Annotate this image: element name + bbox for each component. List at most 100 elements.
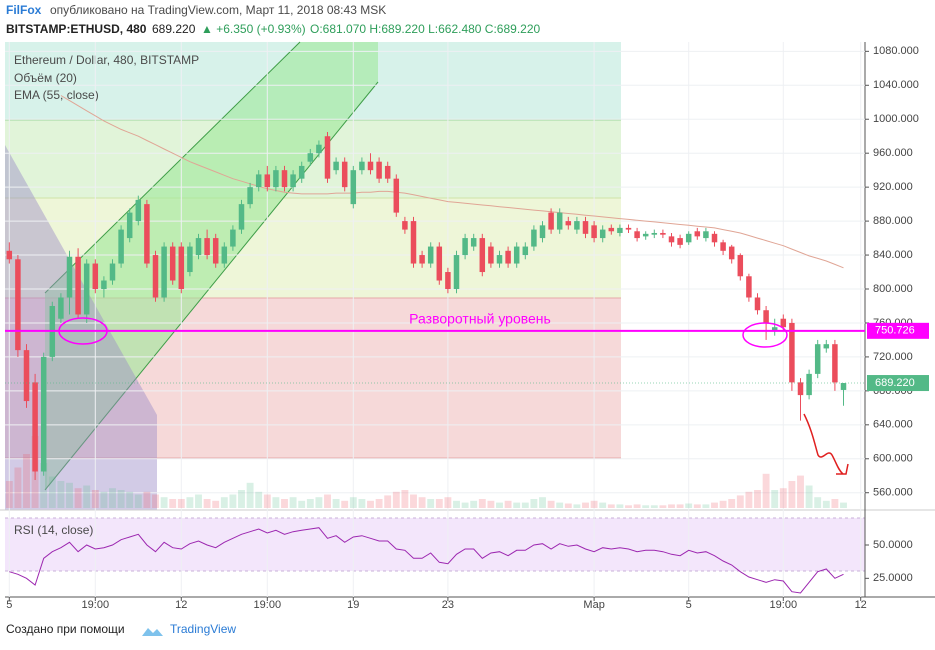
author[interactable]: FilFox [6,3,42,17]
volume-bar [607,504,615,508]
volume-bar [315,497,323,508]
candle-body [694,231,701,237]
volume-bar [298,500,306,508]
y-tick-label: 720.000 [873,351,913,363]
volume-bar [341,500,349,508]
x-tick-label: 23 [442,599,454,611]
channel-line [44,81,379,491]
y-tick-label: 880.000 [873,215,913,227]
volume-bar [392,491,400,508]
volume-bar [255,491,263,508]
candle-body [548,212,554,230]
x-tick-label: 19:00 [254,599,282,611]
candle-body [513,246,520,264]
candle-body [823,344,830,349]
volume-bar [530,499,538,508]
candle-body [840,383,847,390]
candle-body [273,170,279,188]
candle-body [470,238,477,247]
volume-bar [281,499,288,508]
candle-body [144,204,150,264]
candle-body [66,256,73,298]
volume-bar [633,504,641,508]
footer-brand[interactable]: TradingView [170,622,236,636]
candle-body [75,256,81,315]
candle-body [92,263,99,290]
candle-body [531,229,537,247]
volume-bar [676,504,684,508]
volume-bar [822,500,830,508]
candle-body [307,153,314,162]
candle-body [230,229,236,247]
candle-body [617,227,623,233]
rsi-tick-label: 25.0000 [873,572,913,584]
y-tick-label: 920.000 [873,181,913,193]
volume-bar [573,504,581,508]
volume-bar [693,504,701,508]
x-tick-label: Мар [583,599,605,611]
candle-body [806,373,812,396]
candle-body [668,236,675,243]
ema-line [60,95,844,269]
candle-body [384,165,391,179]
last-price-tag [867,375,929,392]
candle-body [161,246,167,298]
volume-bar [539,497,546,508]
volume-bar [642,505,650,508]
rsi-tick-label: 50.0000 [873,539,913,551]
candle-body [522,246,529,256]
volume-bar [556,502,564,508]
candle-body [376,161,382,179]
volume-bar [160,497,168,508]
volume-bar [418,497,426,508]
y-tick-label: 600.000 [873,453,913,465]
x-tick-label: 19 [347,599,359,611]
volume-bar [263,494,271,508]
volume-bar [797,475,804,508]
candle-body [780,318,787,328]
legend-title: Ethereum / Dollar, 480, BITSTAMP [14,53,199,67]
candle-body [556,212,563,230]
volume-bar [23,454,30,508]
channel [45,42,378,490]
volume-bar [375,499,383,508]
volume-bar [401,490,409,508]
candle-body [126,212,133,239]
y-tick-label: 800.000 [873,283,913,295]
volume-bar [504,500,512,508]
candle-body [152,255,159,298]
candle-body [479,238,486,273]
volume-bar [229,494,237,508]
published: опубликовано на TradingView.com, Март 11… [50,3,386,17]
volume-bar [246,482,254,508]
candle-body [15,259,21,351]
candle-body [83,263,90,315]
symbol: BITSTAMP:ETHUSD, 480 [6,22,147,36]
candle-body [651,232,658,235]
volume-bar [83,485,91,508]
volume-bar [461,502,469,508]
volume-bar [650,505,658,508]
volume-bar [547,500,555,508]
volume-bar [40,463,48,508]
candle-body [771,327,778,332]
candle-body [281,170,288,188]
candle-body [6,250,13,260]
x-tick-label: 12 [175,599,187,611]
arrow [803,413,849,475]
volume-bar [212,500,220,508]
candle-body [427,246,434,264]
y-tick-label: 640.000 [873,419,913,431]
volume-bar [220,497,228,508]
candle-body [789,322,795,383]
volume-bar [582,502,589,508]
candle-body [720,242,726,251]
candle-body [565,221,572,226]
x-tick-label: 12 [855,599,867,611]
volume-bar [427,499,435,508]
y-tick-label: 960.000 [873,147,913,159]
volume-bar [66,482,73,508]
volume-bar [728,499,736,508]
candle-body [341,161,348,188]
volume-bar [599,502,607,508]
